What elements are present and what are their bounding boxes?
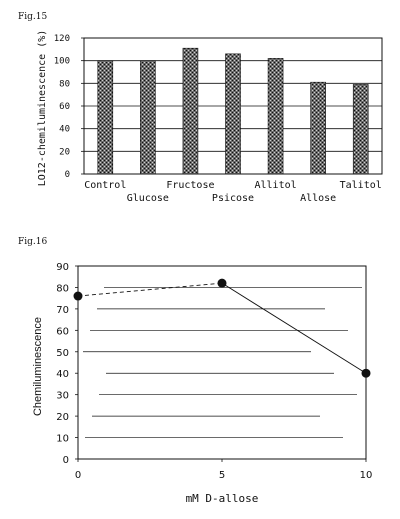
bar-fructose	[182, 47, 199, 175]
series-segment	[77, 282, 223, 297]
y-tick-label: 20	[59, 147, 70, 157]
y-tick-label: 40	[56, 369, 69, 380]
category-label: Fructose	[166, 180, 214, 191]
category-label: Talitol	[340, 180, 382, 191]
y-tick-label: 90	[56, 262, 69, 273]
bar-psicose	[225, 53, 241, 175]
x-axis-label: mM D-allose	[186, 492, 259, 505]
y-tick-label: 70	[56, 305, 69, 316]
bar-control	[97, 60, 114, 175]
y-tick-label: 50	[56, 348, 69, 359]
y-tick-label: 10	[56, 434, 69, 445]
x-tick-label: 5	[219, 470, 225, 481]
fig16-label: Fig.16	[18, 237, 48, 247]
y-tick-label: 30	[56, 391, 69, 402]
y-axis-label: Chemiluminescence	[32, 317, 44, 416]
y-tick-label: 60	[59, 102, 70, 112]
category-label: Allose	[300, 193, 336, 204]
plot-frame	[77, 265, 367, 460]
y-tick-label: 20	[56, 412, 69, 423]
fig15-label: Fig.15	[18, 12, 48, 22]
bar-glucose	[140, 60, 156, 175]
y-tick-label: 80	[59, 79, 70, 89]
y-tick-label: 40	[59, 125, 70, 135]
y-tick-label: 100	[54, 57, 70, 67]
category-label: Control	[84, 180, 126, 191]
data-point	[361, 368, 371, 378]
bar-allitol	[267, 58, 284, 175]
y-tick-label: 120	[54, 34, 70, 44]
y-axis-label: LO12-chemiluminescence (%)	[37, 30, 48, 187]
data-point	[73, 291, 83, 301]
category-label: Psicose	[212, 193, 254, 204]
data-point	[217, 278, 227, 288]
category-label: Glucose	[127, 193, 169, 204]
y-tick-label: 0	[65, 170, 70, 180]
bar-allose	[310, 81, 326, 175]
series-segment	[221, 282, 367, 374]
y-tick-label: 60	[56, 326, 69, 337]
y-tick-label: 80	[56, 283, 69, 294]
category-label: Allitol	[254, 180, 296, 191]
x-tick-label: 10	[360, 470, 373, 481]
x-tick-label: 0	[75, 470, 81, 481]
bar-talitol	[352, 84, 369, 175]
y-tick-label: 0	[63, 455, 69, 466]
